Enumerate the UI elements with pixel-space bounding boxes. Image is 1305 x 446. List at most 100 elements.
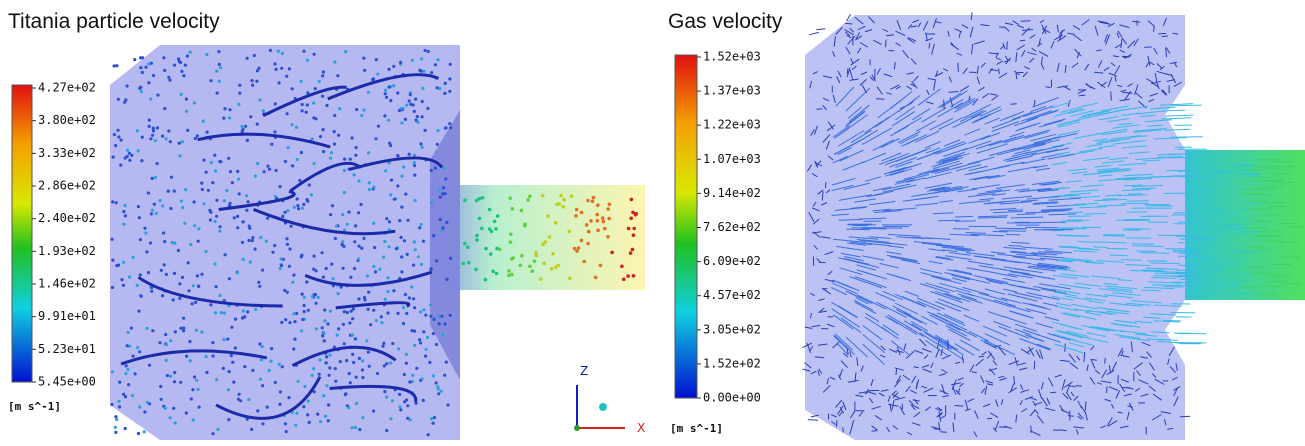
particle — [526, 198, 530, 202]
particle — [139, 238, 142, 241]
particle — [368, 188, 371, 191]
particle — [436, 58, 439, 61]
particle — [173, 242, 176, 245]
particle — [608, 203, 612, 207]
particle — [137, 432, 140, 435]
particle — [350, 310, 353, 313]
particle — [377, 125, 380, 128]
particle — [359, 203, 362, 206]
particle — [163, 107, 166, 110]
particle — [400, 236, 403, 239]
particle — [397, 347, 400, 350]
particle — [528, 195, 532, 199]
particle — [117, 400, 120, 403]
particle — [213, 220, 216, 223]
particle — [541, 243, 545, 247]
particle — [279, 267, 282, 270]
particle — [124, 372, 127, 375]
particle — [239, 399, 242, 402]
particle — [412, 103, 415, 106]
vector — [808, 420, 818, 421]
particle — [337, 292, 340, 295]
particle — [292, 312, 295, 315]
particle — [160, 398, 163, 401]
particle — [117, 264, 120, 267]
particle — [580, 211, 584, 215]
particle — [404, 293, 407, 296]
particle — [336, 74, 339, 77]
particle — [383, 364, 386, 367]
particle — [243, 365, 246, 368]
particle — [227, 418, 230, 421]
particle — [323, 319, 326, 322]
particle — [202, 159, 205, 162]
particle — [242, 258, 245, 261]
particle — [367, 308, 370, 311]
particle — [556, 264, 560, 268]
vector — [1153, 276, 1177, 277]
particle — [413, 110, 416, 113]
particle — [141, 136, 144, 139]
particle — [391, 342, 394, 345]
particle — [185, 98, 188, 101]
colorbar-label: 5.23e+01 — [38, 342, 96, 356]
particle — [634, 213, 638, 217]
particle — [632, 227, 636, 231]
particle — [205, 371, 208, 374]
particle — [607, 217, 611, 221]
particle — [627, 227, 631, 231]
particle — [200, 273, 203, 276]
particle — [238, 192, 241, 195]
particle — [241, 128, 244, 131]
particle — [589, 219, 593, 223]
particle — [520, 209, 524, 213]
particle — [279, 390, 282, 393]
particle — [436, 129, 439, 132]
particle — [325, 355, 328, 358]
particle — [308, 421, 311, 424]
particle — [574, 214, 578, 218]
particle — [250, 428, 253, 431]
particle — [490, 230, 494, 234]
particle — [441, 192, 444, 195]
particle — [151, 329, 154, 332]
particle — [220, 311, 223, 314]
colorbar — [12, 85, 32, 382]
particle — [312, 367, 315, 370]
particle — [165, 359, 168, 362]
particle — [172, 298, 175, 301]
particle — [385, 396, 388, 399]
particle — [421, 115, 424, 118]
particle — [136, 346, 139, 349]
particle — [291, 281, 294, 284]
particle — [334, 367, 337, 370]
particle — [294, 424, 297, 427]
particle — [193, 224, 196, 227]
particle — [137, 149, 140, 152]
particle — [193, 375, 196, 378]
colorbar-label: 1.52e+02 — [703, 356, 761, 370]
particle — [153, 203, 156, 206]
particle — [319, 420, 322, 423]
particle — [295, 126, 298, 129]
particle — [110, 403, 113, 406]
particle — [601, 216, 605, 220]
particle — [191, 302, 194, 305]
particle — [222, 338, 225, 341]
particle — [406, 219, 409, 222]
particle — [256, 162, 259, 165]
particle — [343, 191, 346, 194]
particle — [219, 66, 222, 69]
particle — [420, 263, 423, 266]
particle — [237, 103, 240, 106]
particle — [147, 62, 150, 65]
particle — [413, 306, 416, 309]
particle — [161, 204, 164, 207]
particle — [441, 226, 444, 229]
particle — [288, 247, 291, 250]
particle — [164, 407, 167, 410]
particle — [115, 201, 118, 204]
particle — [124, 157, 127, 160]
particle — [143, 430, 146, 433]
particle — [144, 231, 147, 234]
